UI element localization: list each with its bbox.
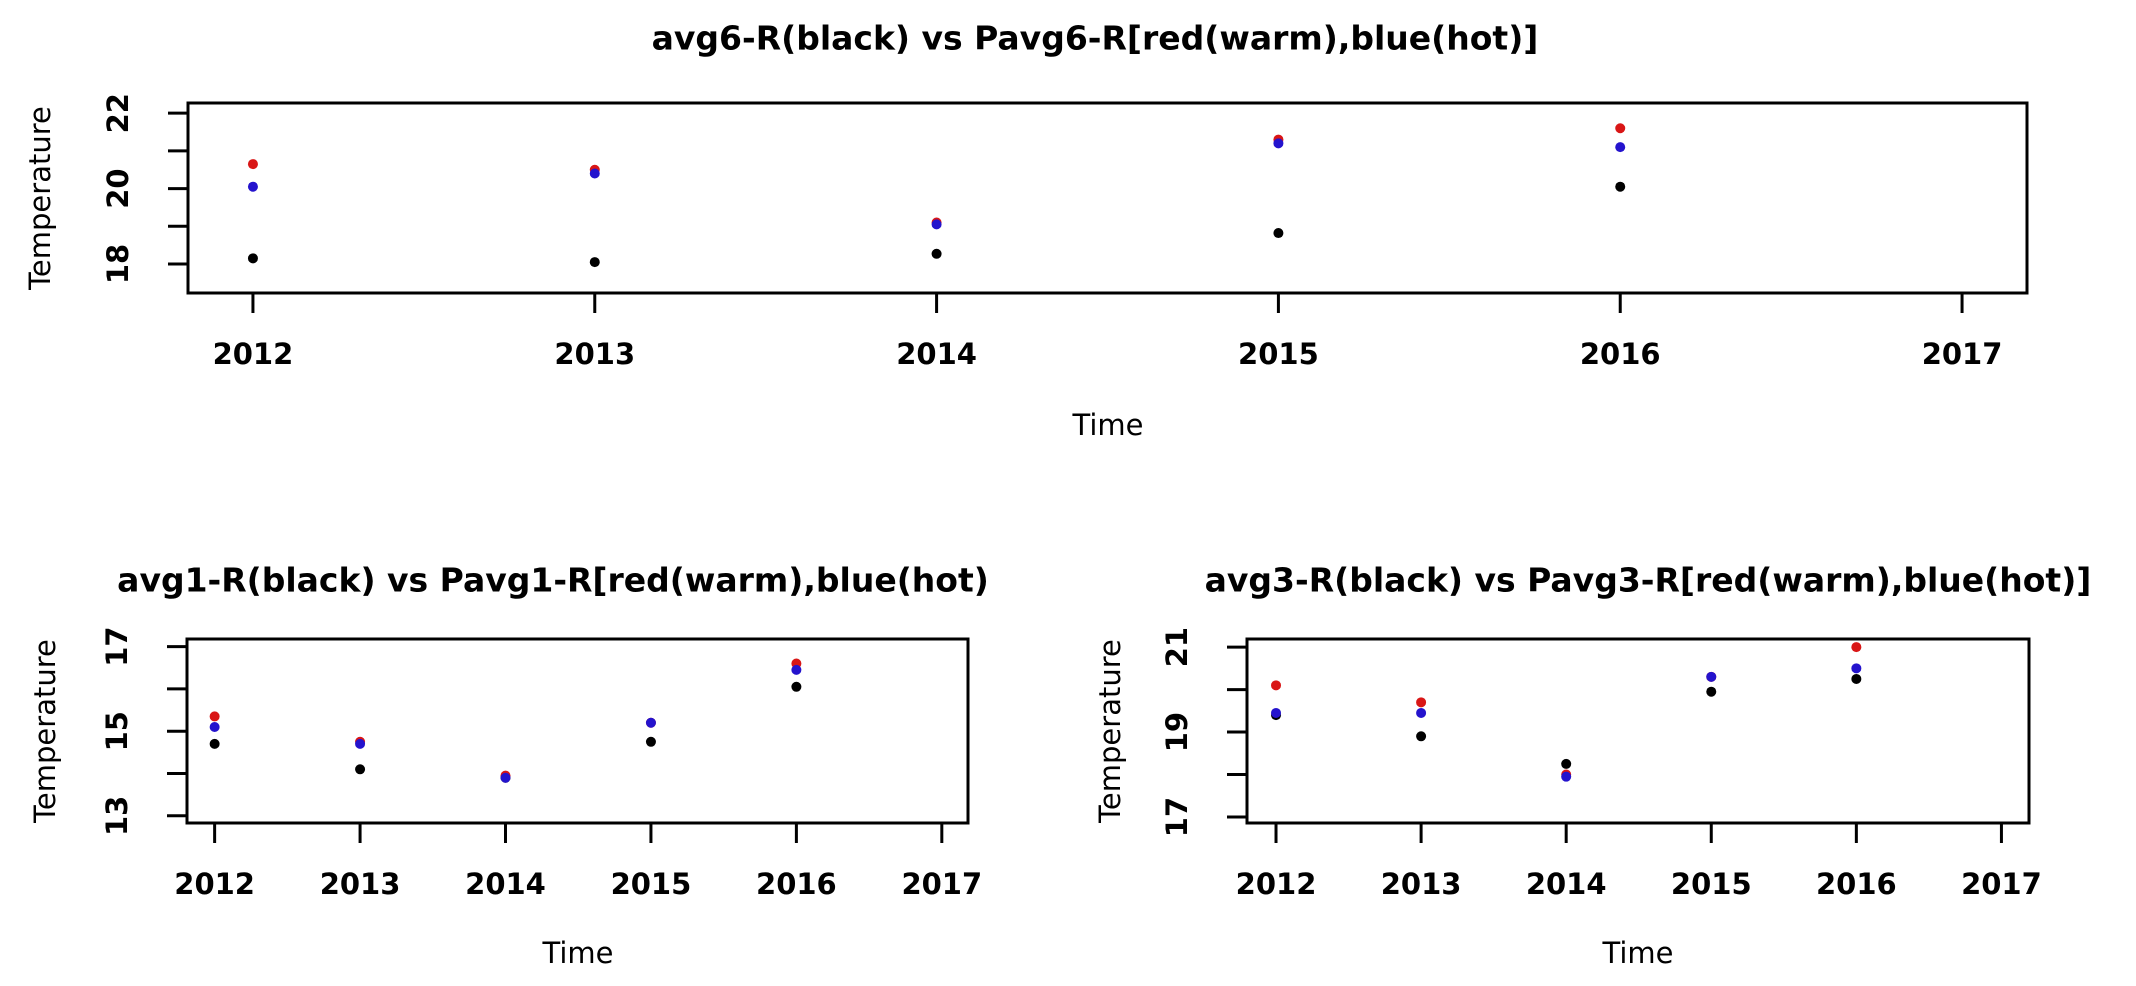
data-point-avg6-black: [589, 257, 600, 268]
x-axis-label-avg6: Time: [1072, 408, 1144, 442]
y-tick-label-avg1: 17: [100, 626, 134, 666]
x-tick-label-avg3: 2015: [1671, 867, 1752, 901]
data-point-avg6-blue: [247, 181, 258, 192]
data-point-avg3-black: [1416, 731, 1427, 742]
x-tick-label-avg6: 2013: [554, 337, 635, 371]
x-tick-label-avg6: 2016: [1580, 337, 1661, 371]
data-point-avg1-blue: [791, 664, 802, 675]
data-point-avg6-blue: [931, 219, 942, 230]
data-point-avg6-red: [1615, 123, 1626, 134]
data-point-avg3-red: [1851, 642, 1862, 653]
data-point-avg1-blue: [500, 772, 511, 783]
x-axis-label-avg3: Time: [1602, 936, 1674, 970]
chart-title-avg6: avg6-R(black) vs Pavg6-R[red(warm),blue(…: [651, 18, 1539, 58]
data-point-avg1-black: [791, 681, 802, 692]
x-tick-label-avg3: 2016: [1816, 867, 1897, 901]
data-point-avg3-red: [1271, 680, 1282, 691]
plot-box-avg6: [186, 101, 2029, 295]
x-tick-label-avg6: 2014: [896, 337, 977, 371]
data-point-avg1-black: [209, 738, 220, 749]
x-tick-label-avg1: 2016: [756, 867, 837, 901]
data-point-avg3-black: [1561, 758, 1572, 769]
plot-box-avg3: [1245, 637, 2031, 825]
x-tick-label-avg1: 2013: [320, 867, 401, 901]
y-tick-label-avg1: 15: [100, 711, 134, 751]
y-axis-label-avg1: Temperature: [28, 639, 62, 823]
x-tick-label-avg1: 2012: [174, 867, 255, 901]
x-tick-label-avg3: 2013: [1381, 867, 1462, 901]
data-point-avg1-black: [645, 736, 656, 747]
data-point-avg6-black: [931, 248, 942, 259]
data-point-avg3-blue: [1561, 771, 1572, 782]
x-tick-label-avg1: 2015: [611, 867, 692, 901]
data-point-avg1-blue: [355, 738, 366, 749]
data-point-avg3-blue: [1706, 671, 1717, 682]
data-point-avg3-blue: [1271, 707, 1282, 718]
x-tick-label-avg3: 2012: [1236, 867, 1317, 901]
x-tick-label-avg6: 2017: [1922, 337, 2003, 371]
data-point-avg3-blue: [1416, 707, 1427, 718]
data-point-avg1-blue: [645, 717, 656, 728]
data-point-avg6-red: [247, 159, 258, 170]
data-point-avg1-red: [209, 711, 220, 722]
y-tick-label-avg6: 18: [101, 244, 135, 284]
x-tick-label-avg3: 2014: [1526, 867, 1607, 901]
y-tick-label-avg6: 20: [101, 168, 135, 208]
data-point-avg3-blue: [1851, 663, 1862, 674]
y-axis-label-avg6: Temperature: [23, 106, 57, 290]
data-point-avg6-black: [1273, 228, 1284, 239]
y-tick-label-avg3: 17: [1160, 797, 1194, 837]
data-point-avg3-black: [1706, 686, 1717, 697]
x-tick-label-avg6: 2015: [1238, 337, 1319, 371]
y-tick-label-avg3: 21: [1160, 627, 1194, 667]
data-point-avg3-black: [1851, 673, 1862, 684]
x-tick-label-avg1: 2014: [465, 867, 546, 901]
chart-title-avg1: avg1-R(black) vs Pavg1-R[red(warm),blue(…: [117, 560, 989, 600]
plot-box-avg1: [185, 637, 970, 825]
data-point-avg6-black: [247, 253, 258, 264]
data-point-avg6-blue: [589, 168, 600, 179]
y-tick-label-avg6: 22: [101, 93, 135, 133]
data-point-avg1-black: [355, 764, 366, 775]
chart-title-avg3: avg3-R(black) vs Pavg3-R[red(warm),blue(…: [1204, 560, 2092, 600]
y-tick-label-avg1: 13: [100, 796, 134, 836]
x-tick-label-avg3: 2017: [1961, 867, 2042, 901]
y-tick-label-avg3: 19: [1160, 712, 1194, 752]
y-axis-label-avg3: Temperature: [1093, 639, 1127, 823]
data-point-avg3-red: [1416, 697, 1427, 708]
data-point-avg6-blue: [1615, 142, 1626, 153]
data-point-avg6-black: [1615, 181, 1626, 192]
data-point-avg1-blue: [209, 721, 220, 732]
x-tick-label-avg6: 2012: [213, 337, 294, 371]
x-axis-label-avg1: Time: [542, 936, 614, 970]
data-point-avg6-blue: [1273, 138, 1284, 149]
x-tick-label-avg1: 2017: [901, 867, 982, 901]
